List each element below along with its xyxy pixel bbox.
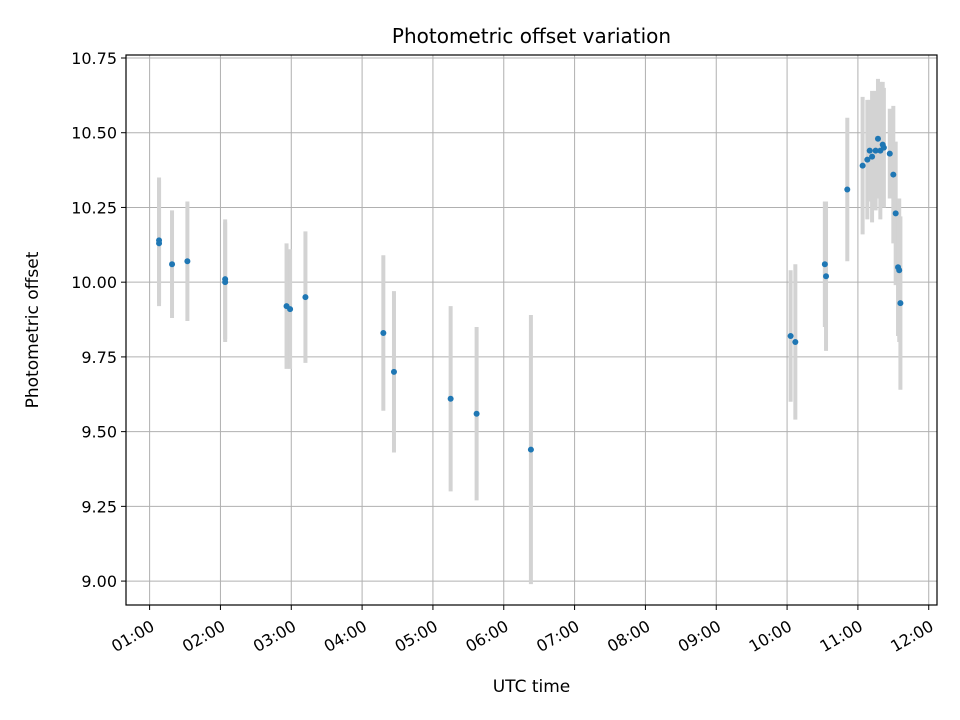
y-tick-label: 9.00: [81, 572, 117, 591]
data-point: [380, 329, 387, 336]
data-point: [897, 300, 904, 307]
data-point: [169, 261, 176, 268]
data-point: [890, 171, 897, 178]
data-point: [287, 306, 294, 313]
y-tick-label: 10.25: [71, 198, 117, 217]
data-point: [872, 147, 879, 154]
data-point: [892, 210, 899, 217]
data-point: [222, 279, 229, 286]
y-tick-label: 10.50: [71, 124, 117, 143]
y-axis-label: Photometric offset: [23, 251, 43, 408]
data-point: [869, 153, 876, 160]
y-axis-ticks: 9.00 9.25 9.50 9.75 10.00 10.25 10.50 10.75: [71, 49, 126, 591]
y-tick-label: 10.00: [71, 273, 117, 292]
data-point: [473, 410, 480, 417]
data-point: [896, 267, 903, 274]
chart-title: Photometric offset variation: [392, 24, 671, 48]
y-tick-label: 9.25: [81, 497, 117, 516]
data-point: [823, 273, 830, 280]
data-point: [390, 368, 397, 375]
y-tick-label: 9.50: [81, 423, 117, 442]
data-point: [886, 150, 893, 157]
y-tick-label: 10.75: [71, 49, 117, 68]
data-point: [787, 332, 794, 339]
data-point: [866, 147, 873, 154]
data-point: [821, 261, 828, 268]
x-axis-label: UTC time: [493, 677, 571, 697]
data-point: [302, 294, 309, 301]
data-point: [447, 395, 454, 402]
plot-frame: [125, 54, 938, 606]
data-point: [156, 240, 163, 247]
y-tick-label: 9.75: [81, 348, 117, 367]
data-points: [156, 135, 904, 453]
data-point: [184, 258, 191, 265]
data-point: [792, 338, 799, 345]
data-point: [844, 186, 851, 193]
data-point: [874, 135, 881, 142]
data-point: [527, 446, 534, 453]
data-point: [880, 144, 887, 151]
data-point: [864, 156, 871, 163]
data-point: [859, 162, 866, 169]
